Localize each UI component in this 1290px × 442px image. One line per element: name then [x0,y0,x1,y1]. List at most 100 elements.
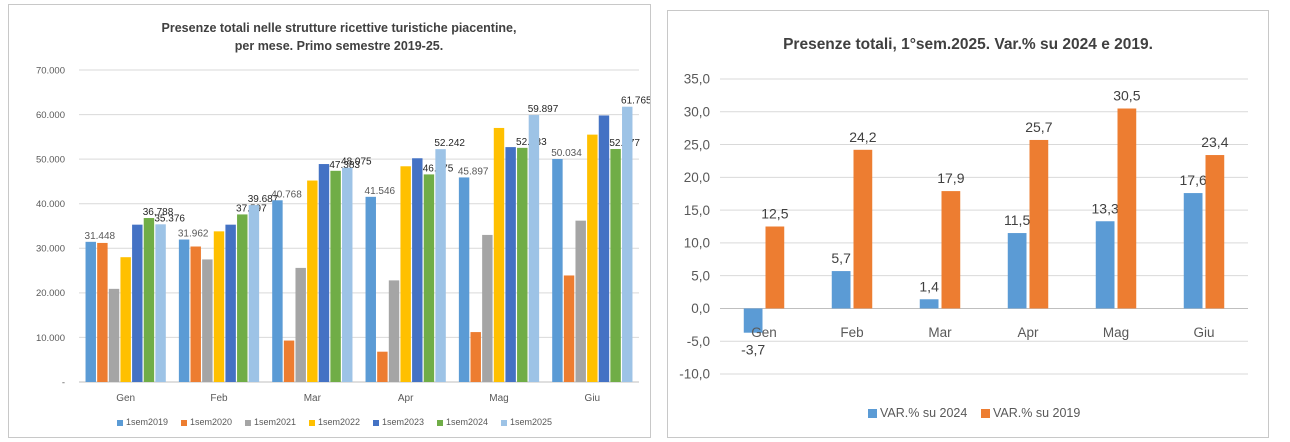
bar [505,147,516,382]
legend-swatch [373,420,379,426]
x-tick-label: Mag [1103,325,1129,340]
chart-panel-monthly-presences: Presenze totali nelle strutture ricettiv… [8,4,651,438]
bar [132,224,143,382]
bar [622,106,633,382]
legend-swatch [501,420,507,426]
legend-entry: 1sem2025 [510,417,552,427]
bar [400,166,411,382]
legend-swatch [181,420,187,426]
y-tick-label: 25,0 [684,137,710,152]
bar [1183,193,1203,309]
bar [213,231,225,382]
y-tick-label: 5,0 [691,268,710,283]
x-tick-label: Feb [210,393,228,404]
bar [295,267,306,382]
bar [435,149,446,382]
data-label: 13,3 [1092,200,1119,216]
data-label: 50.034 [551,148,582,159]
legend-entry: 1sem2021 [254,417,296,427]
bar [143,218,155,382]
bar [342,167,353,382]
bar [412,158,423,382]
bar [248,205,260,382]
y-tick-label: -10,0 [679,367,710,382]
x-tick-label: Mar [304,393,322,404]
x-tick-label: Feb [840,325,863,340]
bar [1029,139,1049,309]
bar [1095,221,1115,309]
legend-entry: 1sem2019 [126,417,168,427]
bar [1007,233,1027,309]
bar [482,234,493,382]
data-label: 36.788 [143,207,174,218]
bar [610,148,621,382]
x-tick-label: Apr [1017,325,1039,340]
data-label: 17,6 [1180,172,1207,188]
y-tick-label: 70.000 [36,65,65,76]
data-label: 59.897 [528,104,559,115]
data-label: 52.242 [434,138,465,149]
bar [237,214,248,382]
y-tick-label: 35,0 [684,72,710,87]
chart-title: Presenze totali nelle strutture ricettiv… [162,21,517,35]
bar [587,134,598,382]
x-tick-label: Giu [1193,325,1214,340]
x-tick-label: Gen [751,325,777,340]
x-tick-label: Giu [585,393,601,404]
data-label: 45.897 [458,166,489,177]
bar [1117,108,1137,309]
bar [155,224,166,382]
data-label: 31.448 [85,231,116,242]
bar [120,257,131,382]
data-label: 1,4 [919,278,939,294]
data-label: 48.075 [341,157,372,168]
y-tick-label: -5,0 [687,334,710,349]
bar [272,200,283,382]
data-label: 39.687 [248,194,279,205]
chart-monthly-presences: Presenze totali nelle strutture ricettiv… [36,21,650,427]
data-label: 41.546 [365,186,396,197]
legend-entry: 1sem2024 [446,417,488,427]
chart-panel-variation: Presenze totali, 1°sem.2025. Var.% su 20… [667,10,1269,438]
bar [853,149,873,309]
x-tick-label: Gen [116,393,135,404]
x-tick-label: Mar [928,325,952,340]
data-label: 17,9 [937,170,964,186]
y-tick-label: 20.000 [36,288,65,299]
legend-swatch [437,420,443,426]
data-label: 25,7 [1025,119,1052,135]
chart-variation: Presenze totali, 1°sem.2025. Var.% su 20… [679,36,1248,420]
chart-title: Presenze totali, 1°sem.2025. Var.% su 20… [783,36,1153,53]
bar [941,191,961,309]
bar [517,147,528,382]
bar [108,288,120,382]
legend-entry: 1sem2020 [190,417,232,427]
bar [97,242,108,382]
bar [743,308,763,333]
bar [85,241,96,382]
legend-entry: VAR.% su 2024 [880,406,967,420]
data-label: 61.765 [621,96,650,107]
y-tick-label: 30.000 [36,244,65,255]
bar [318,164,330,382]
data-label: 23,4 [1201,134,1228,150]
legend-entry: 1sem2023 [382,417,424,427]
x-tick-label: Mag [489,393,508,404]
legend-swatch [117,420,123,426]
legend-swatch [868,409,877,418]
bar [831,271,851,309]
bar [765,226,785,309]
data-label: -3,7 [741,342,765,358]
bar [919,299,939,309]
y-tick-label: 60.000 [36,110,65,121]
y-tick-label: 0,0 [691,301,710,316]
legend-swatch [245,420,251,426]
bar [598,115,610,382]
legend-entry: 1sem2022 [318,417,360,427]
y-tick-label: 50.000 [36,154,65,165]
data-label: 12,5 [761,206,788,222]
bar [423,174,435,382]
y-tick-label: 10.000 [36,333,65,344]
legend-swatch [981,409,990,418]
bar [330,170,341,382]
